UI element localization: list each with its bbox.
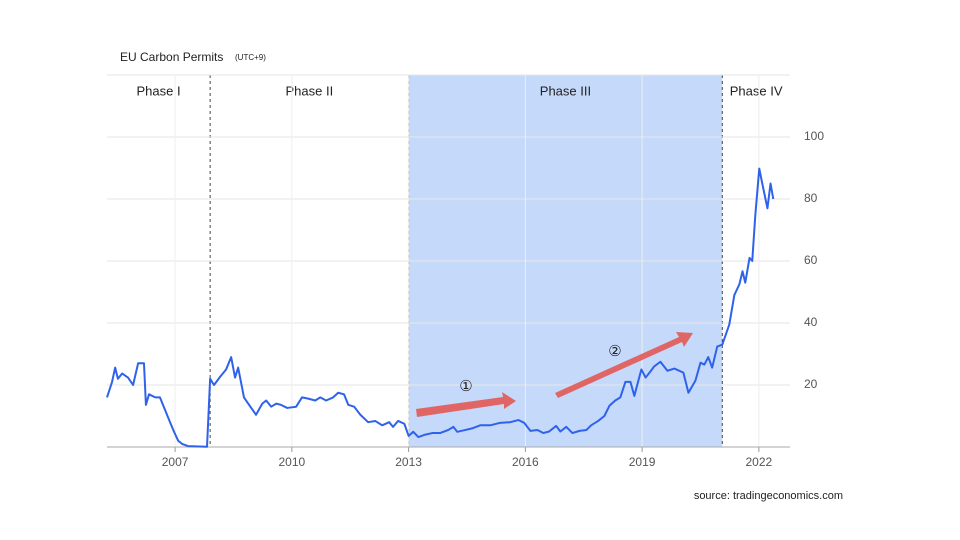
background-layer: Phase I Phase II Phase III Phase IV — [107, 74, 790, 447]
x-tick-label: 2019 — [629, 455, 656, 469]
plot-area: 20 40 60 80 100 2007 2010 2013 2016 2019 2022 — [106, 129, 824, 469]
annotation-arrow — [416, 392, 516, 417]
chart-subtitle: (UTC+9) — [235, 53, 266, 62]
y-tick-label: 40 — [804, 315, 818, 329]
chart-title: EU Carbon Permits — [120, 50, 223, 64]
phase-label: Phase III — [540, 83, 591, 98]
x-tick-label: 2010 — [279, 455, 306, 469]
x-tick-label: 2022 — [746, 455, 773, 469]
annotation-label: ① — [459, 378, 472, 395]
y-tick-label: 100 — [804, 129, 824, 143]
y-tick-label: 60 — [804, 253, 818, 267]
phase-label: Phase II — [286, 83, 334, 98]
annotation-label: ② — [608, 343, 621, 360]
y-tick-label: 20 — [804, 377, 818, 391]
phase-label: Phase I — [137, 83, 181, 98]
phase-label: Phase IV — [730, 83, 783, 98]
x-tick-label: 2007 — [162, 455, 189, 469]
x-tick-label: 2013 — [395, 455, 422, 469]
price-line — [106, 167, 775, 448]
x-tick-label: 2016 — [512, 455, 539, 469]
y-tick-label: 80 — [804, 191, 818, 205]
source-note: source: tradingeconomics.com — [694, 490, 843, 502]
annotation-arrow — [555, 332, 693, 398]
